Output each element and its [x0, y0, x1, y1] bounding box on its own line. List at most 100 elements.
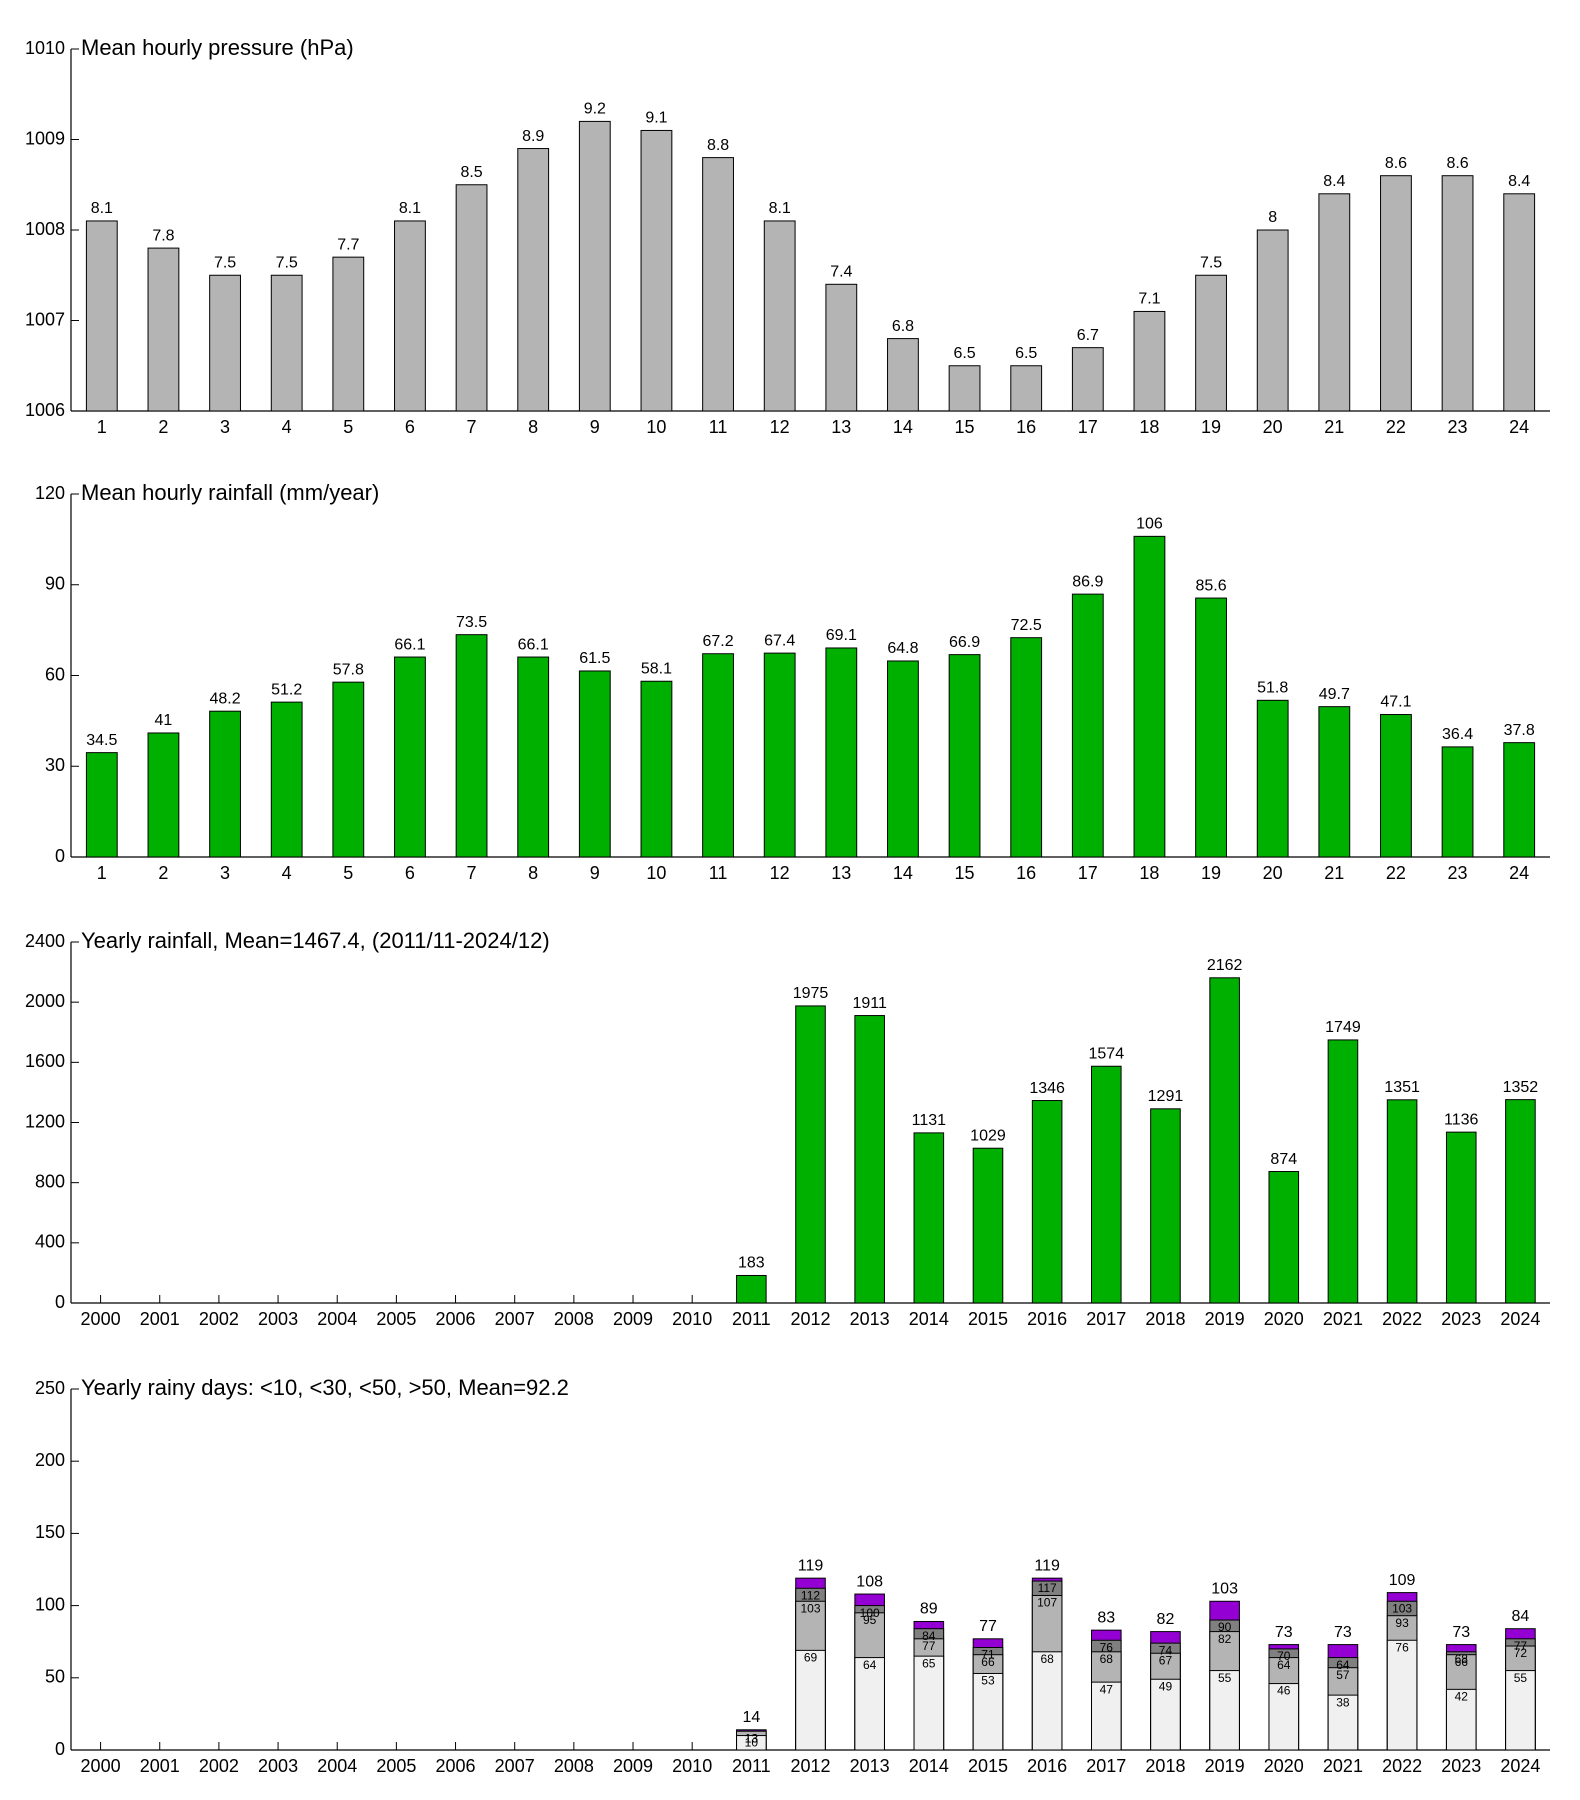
value-label: 84	[1512, 1608, 1530, 1625]
bar	[887, 660, 919, 858]
x-tick-label: 10	[646, 417, 666, 437]
value-label: 61.5	[579, 650, 610, 667]
bar	[854, 1657, 885, 1751]
x-tick-label: 2001	[140, 1309, 180, 1329]
bar	[1445, 1688, 1477, 1751]
bar	[948, 654, 981, 858]
bar	[1503, 742, 1536, 858]
segment-label: 100	[860, 1606, 880, 1620]
x-tick-label: 2023	[1441, 1756, 1481, 1776]
segment-label: 82	[1218, 1632, 1232, 1646]
x-tick-label: 2004	[317, 1309, 357, 1329]
segment-label: 53	[981, 1674, 995, 1688]
x-tick-label: 20	[1263, 417, 1283, 437]
bar	[736, 1274, 767, 1304]
bar	[270, 274, 303, 412]
y-tick-label: 1008	[25, 219, 65, 239]
x-tick-label: 10	[646, 863, 666, 883]
y-tick-label: 1010	[25, 38, 65, 58]
value-label: 8.6	[1385, 155, 1407, 172]
x-tick-label: 4	[282, 863, 292, 883]
bar	[394, 656, 426, 858]
x-tick-label: 9	[590, 863, 600, 883]
y-tick-label: 200	[35, 1450, 65, 1470]
y-tick-label: 400	[35, 1232, 65, 1252]
bar	[1071, 347, 1104, 412]
x-tick-label: 2008	[554, 1756, 594, 1776]
x-tick-label: 2001	[140, 1756, 180, 1776]
value-label: 108	[856, 1573, 883, 1590]
value-label: 1911	[852, 995, 887, 1012]
value-label: 1346	[1029, 1080, 1065, 1097]
bar	[795, 1649, 826, 1751]
value-label: 51.8	[1257, 680, 1288, 697]
x-tick-label: 13	[831, 863, 851, 883]
value-label: 8.1	[769, 200, 791, 217]
segment-label: 64	[1336, 1658, 1350, 1672]
x-tick-label: 2002	[199, 1309, 239, 1329]
x-tick-label: 22	[1386, 417, 1406, 437]
x-tick-label: 2014	[909, 1309, 949, 1329]
segment-label: 72	[1514, 1646, 1528, 1660]
value-label: 2162	[1207, 957, 1243, 974]
bar	[1318, 193, 1351, 412]
bar	[1268, 1683, 1300, 1751]
x-tick-label: 22	[1386, 863, 1406, 883]
segment-label: 93	[1395, 1616, 1409, 1630]
segment-label: 55	[1218, 1671, 1232, 1685]
y-tick-label: 250	[35, 1378, 65, 1398]
value-label: 1131	[912, 1112, 947, 1129]
x-tick-label: 24	[1509, 417, 1529, 437]
x-tick-label: 2011	[732, 1756, 771, 1776]
bar	[578, 120, 611, 412]
bar	[1505, 1670, 1536, 1751]
bar	[332, 256, 365, 412]
bar	[332, 681, 365, 858]
bar	[517, 148, 550, 412]
value-label: 183	[738, 1255, 765, 1272]
bar	[1010, 637, 1043, 858]
x-tick-label: 11	[709, 863, 728, 883]
value-label: 86.9	[1072, 573, 1103, 590]
bar	[394, 220, 426, 412]
x-tick-label: 19	[1201, 417, 1221, 437]
segment-label: 71	[981, 1648, 995, 1662]
value-label: 119	[1034, 1557, 1060, 1574]
value-label: 8.4	[1323, 173, 1345, 190]
segment-label: 46	[1277, 1684, 1291, 1698]
x-tick-label: 19	[1201, 863, 1221, 883]
bar	[1380, 714, 1412, 858]
x-tick-label: 15	[955, 417, 975, 437]
value-label: 36.4	[1442, 726, 1473, 743]
value-label: 119	[798, 1557, 824, 1574]
x-tick-label: 2013	[850, 1309, 890, 1329]
value-label: 8.9	[522, 128, 544, 145]
x-tick-label: 16	[1016, 417, 1036, 437]
value-label: 1136	[1444, 1111, 1479, 1128]
value-label: 7.8	[152, 227, 174, 244]
bar	[1327, 1039, 1359, 1304]
bar	[1091, 1681, 1122, 1751]
value-label: 1291	[1148, 1088, 1184, 1105]
x-tick-label: 16	[1016, 863, 1036, 883]
bar	[887, 338, 919, 412]
x-tick-label: 2012	[790, 1756, 830, 1776]
value-label: 64.8	[887, 640, 918, 657]
value-label: 8.6	[1446, 155, 1468, 172]
bar	[702, 653, 734, 858]
x-tick-label: 2005	[376, 1756, 416, 1776]
bar	[455, 634, 488, 858]
bar	[1195, 597, 1227, 858]
bar	[517, 656, 550, 858]
value-label: 8.4	[1508, 173, 1530, 190]
bar	[640, 129, 673, 412]
bar	[854, 1015, 885, 1304]
value-label: 7.1	[1138, 291, 1160, 308]
value-label: 14	[742, 1709, 760, 1726]
x-tick-label: 2008	[554, 1309, 594, 1329]
value-label: 8.1	[399, 200, 421, 217]
segment-label: 66	[1455, 1655, 1469, 1669]
value-label: 73.5	[456, 614, 487, 631]
segment-label: 13	[745, 1731, 759, 1745]
value-label: 109	[1389, 1572, 1416, 1589]
